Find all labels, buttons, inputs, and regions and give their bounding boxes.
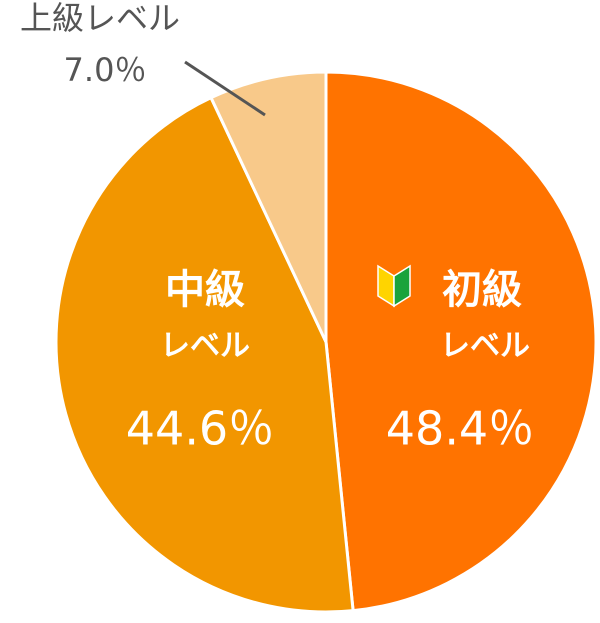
pie-slice [324,70,598,613]
category-label: 初級 [442,267,522,313]
leader-line [184,60,266,117]
pie-slice [54,95,355,614]
value-label: 48.4％ [386,402,534,456]
value-label: 7.0％ [64,51,147,89]
category-label: 上級レベル [20,0,180,37]
beginner-mark [377,264,411,308]
category-label: レベル [440,329,530,364]
slices [54,70,598,614]
category-label: レベル [160,329,250,364]
category-label: 中級 [165,267,245,313]
value-label: 44.6％ [126,402,274,456]
pie-slice [209,70,328,343]
